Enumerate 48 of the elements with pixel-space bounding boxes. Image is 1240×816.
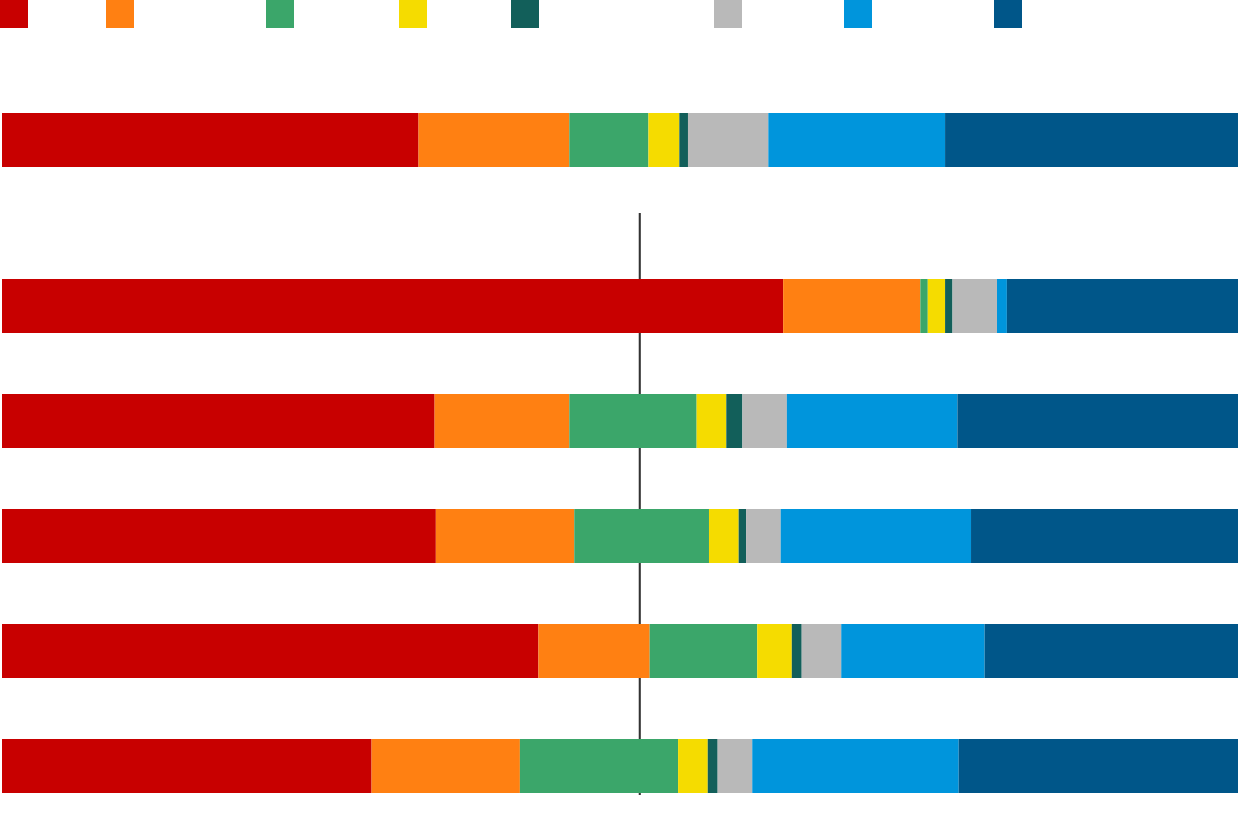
bar bbox=[648, 113, 680, 167]
bar bbox=[2, 113, 419, 167]
bar bbox=[2, 624, 539, 678]
bar bbox=[707, 739, 718, 793]
bar bbox=[717, 739, 753, 793]
bar bbox=[958, 739, 1238, 793]
bar bbox=[984, 624, 1238, 678]
bar bbox=[538, 624, 650, 678]
bar bbox=[957, 394, 1238, 448]
bar bbox=[418, 113, 570, 167]
bar bbox=[696, 394, 727, 448]
bar bbox=[841, 624, 985, 678]
bar bbox=[768, 113, 946, 167]
bar bbox=[2, 394, 435, 448]
bar bbox=[920, 279, 928, 333]
bar bbox=[945, 113, 1238, 167]
bar bbox=[780, 509, 972, 563]
bar bbox=[726, 394, 743, 448]
bar bbox=[649, 624, 758, 678]
bar bbox=[757, 624, 792, 678]
bar bbox=[1006, 279, 1238, 333]
bar bbox=[435, 509, 575, 563]
bar bbox=[996, 279, 1007, 333]
bar bbox=[742, 394, 787, 448]
bar bbox=[569, 113, 649, 167]
bar bbox=[952, 279, 997, 333]
bar bbox=[687, 113, 769, 167]
bar bbox=[371, 739, 520, 793]
bar bbox=[2, 509, 436, 563]
bar bbox=[783, 279, 921, 333]
bar bbox=[2, 279, 784, 333]
bar bbox=[786, 394, 958, 448]
bar bbox=[434, 394, 570, 448]
bar bbox=[679, 113, 688, 167]
bar bbox=[746, 509, 781, 563]
bar bbox=[945, 279, 953, 333]
bar bbox=[2, 739, 372, 793]
bar bbox=[752, 739, 959, 793]
bar bbox=[678, 739, 708, 793]
bar bbox=[708, 509, 739, 563]
bar bbox=[519, 739, 679, 793]
bar bbox=[738, 509, 747, 563]
bar bbox=[927, 279, 946, 333]
bar bbox=[791, 624, 802, 678]
bar bbox=[574, 509, 709, 563]
bar bbox=[569, 394, 697, 448]
bar bbox=[971, 509, 1238, 563]
bar bbox=[801, 624, 842, 678]
